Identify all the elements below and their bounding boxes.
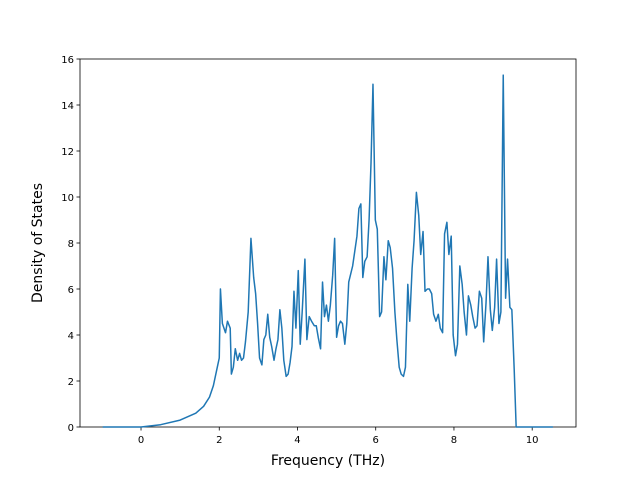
y-tick-label: 12 (61, 147, 74, 158)
dos-line (102, 74, 553, 428)
y-tick-label: 4 (68, 331, 74, 342)
x-axis-label: Frequency (THz) (271, 453, 385, 469)
y-tick-label: 16 (61, 55, 74, 66)
x-tick-label: 8 (451, 435, 457, 446)
y-tick-label: 0 (68, 423, 74, 434)
y-tick-label: 6 (68, 285, 74, 296)
x-tick-label: 2 (216, 435, 222, 446)
x-tick-label: 4 (294, 435, 300, 446)
y-axis-label: Density of States (30, 183, 46, 303)
y-tick-label: 10 (61, 193, 74, 204)
y-tick-label: 14 (61, 101, 74, 112)
y-tick-label: 8 (68, 239, 74, 250)
x-tick-label: 10 (526, 435, 539, 446)
x-tick-label: 0 (138, 435, 144, 446)
x-tick-label: 6 (373, 435, 379, 446)
y-tick-label: 2 (68, 377, 74, 388)
